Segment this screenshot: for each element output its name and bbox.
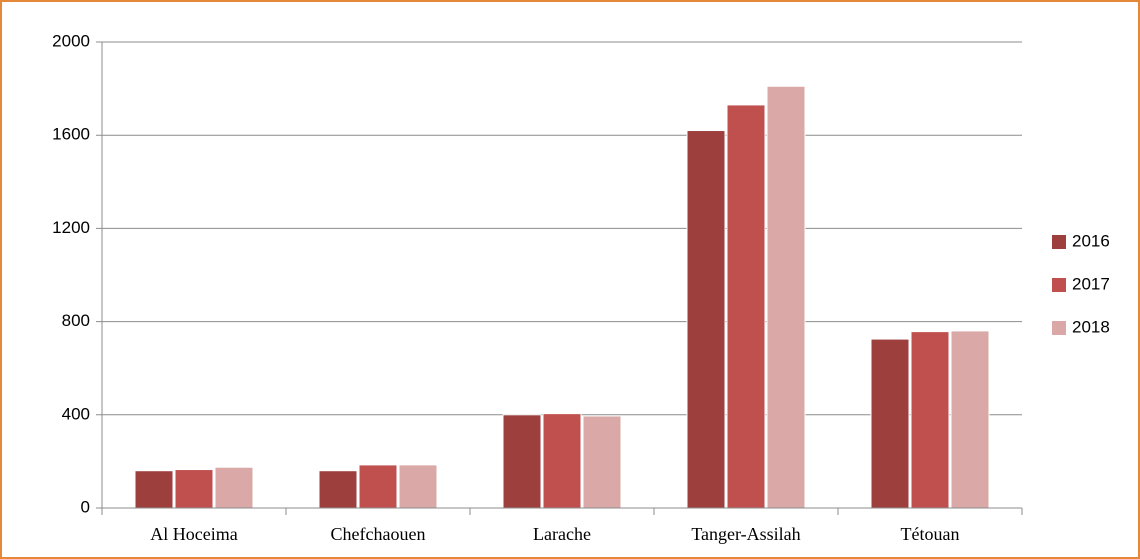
x-tick-label: Larache [533, 524, 591, 544]
x-tick-label: Tanger-Assilah [691, 524, 800, 544]
y-tick-label: 1200 [52, 218, 90, 237]
y-tick-label: 1600 [52, 125, 90, 144]
legend-label: 2017 [1072, 274, 1110, 293]
bar [134, 470, 174, 509]
bar [686, 130, 726, 509]
bar [910, 331, 950, 509]
y-tick-label: 0 [81, 497, 90, 516]
bar [542, 413, 582, 509]
bar [870, 338, 910, 509]
y-tick-label: 800 [62, 311, 90, 330]
legend-label: 2018 [1072, 317, 1110, 336]
bar [398, 464, 438, 509]
y-tick-label: 2000 [52, 31, 90, 50]
bar [318, 470, 358, 509]
y-tick-label: 400 [62, 404, 90, 423]
bar [950, 330, 990, 509]
legend-swatch [1052, 321, 1066, 335]
x-tick-label: Al Hoceima [150, 524, 237, 544]
bar [502, 414, 542, 509]
bar [358, 464, 398, 509]
legend-label: 2016 [1072, 231, 1110, 250]
bar [766, 85, 806, 509]
bar [582, 415, 622, 509]
legend-swatch [1052, 235, 1066, 249]
bar [214, 466, 254, 509]
x-tick-label: Chefchaouen [331, 524, 426, 544]
bar [174, 469, 214, 509]
bar [726, 104, 766, 509]
legend-swatch [1052, 278, 1066, 292]
x-tick-label: Tétouan [901, 524, 960, 544]
